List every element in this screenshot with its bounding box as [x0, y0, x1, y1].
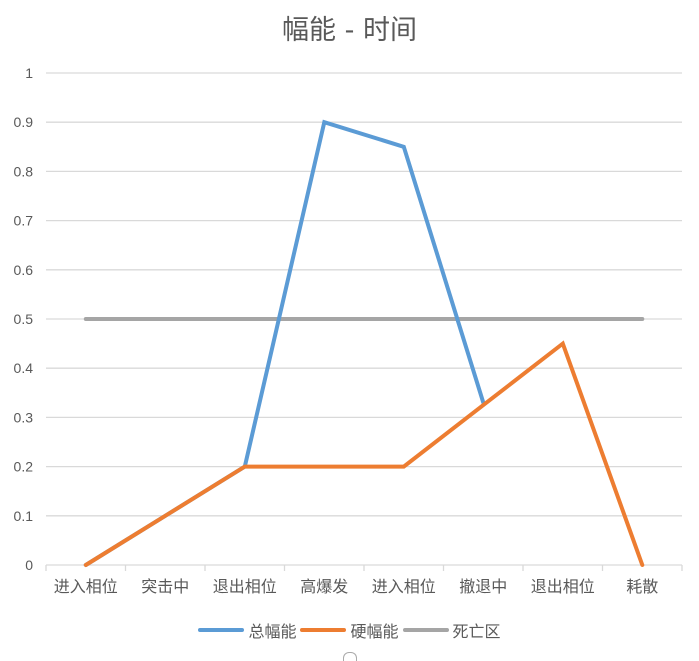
x-tick-label: 突击中: [141, 577, 189, 596]
y-tick-label: 0.3: [14, 409, 34, 425]
legend-label: 硬幅能: [350, 622, 399, 641]
x-tick-label: 高爆发: [300, 577, 348, 596]
legend-item-deadzone[interactable]: 死亡区: [402, 618, 501, 642]
series-line-1: [83, 340, 645, 567]
y-tick-label: 0.1: [14, 508, 34, 524]
y-tick-label: 0.4: [14, 360, 34, 376]
y-tick-label: 0.7: [14, 213, 34, 229]
x-tick-label: 撤退中: [459, 577, 507, 596]
y-tick-label: 0.5: [14, 311, 34, 327]
y-tick-label: 0.2: [14, 459, 34, 475]
legend-item-total[interactable]: 总幅能: [198, 618, 296, 642]
y-axis: 0 0.1 0.2 0.3 0.4 0.5 0.6 0.7 0.8 0.9 1: [14, 65, 34, 573]
series-line-0: [83, 119, 486, 567]
x-tick-label: 进入相位: [54, 577, 118, 596]
series-lines: [83, 119, 645, 567]
x-tick-label: 退出相位: [531, 577, 595, 596]
legend-swatch-icon: [402, 628, 449, 632]
legend-swatch-icon: [198, 628, 245, 632]
gridlines: [46, 72, 682, 517]
y-tick-label: 1: [25, 65, 33, 81]
x-tick-label: 进入相位: [372, 577, 436, 596]
legend: 总幅能 硬幅能 死亡区: [0, 618, 699, 642]
y-tick-label: 0.6: [14, 262, 34, 278]
y-tick-label: 0.8: [14, 163, 34, 179]
x-tick-label: 耗散: [626, 577, 658, 596]
chart-title: 幅能 - 时间: [282, 15, 417, 46]
x-tick-label: 退出相位: [213, 577, 277, 596]
y-tick-label: 0.9: [14, 114, 34, 130]
x-axis: 进入相位 突击中 退出相位 高爆发 进入相位 撤退中 退出相位 耗散: [45, 564, 683, 596]
legend-label: 总幅能: [248, 622, 297, 641]
legend-label: 死亡区: [452, 622, 501, 641]
y-tick-label: 0: [25, 557, 33, 573]
legend-item-hard[interactable]: 硬幅能: [300, 618, 399, 642]
legend-swatch-icon: [300, 628, 347, 632]
